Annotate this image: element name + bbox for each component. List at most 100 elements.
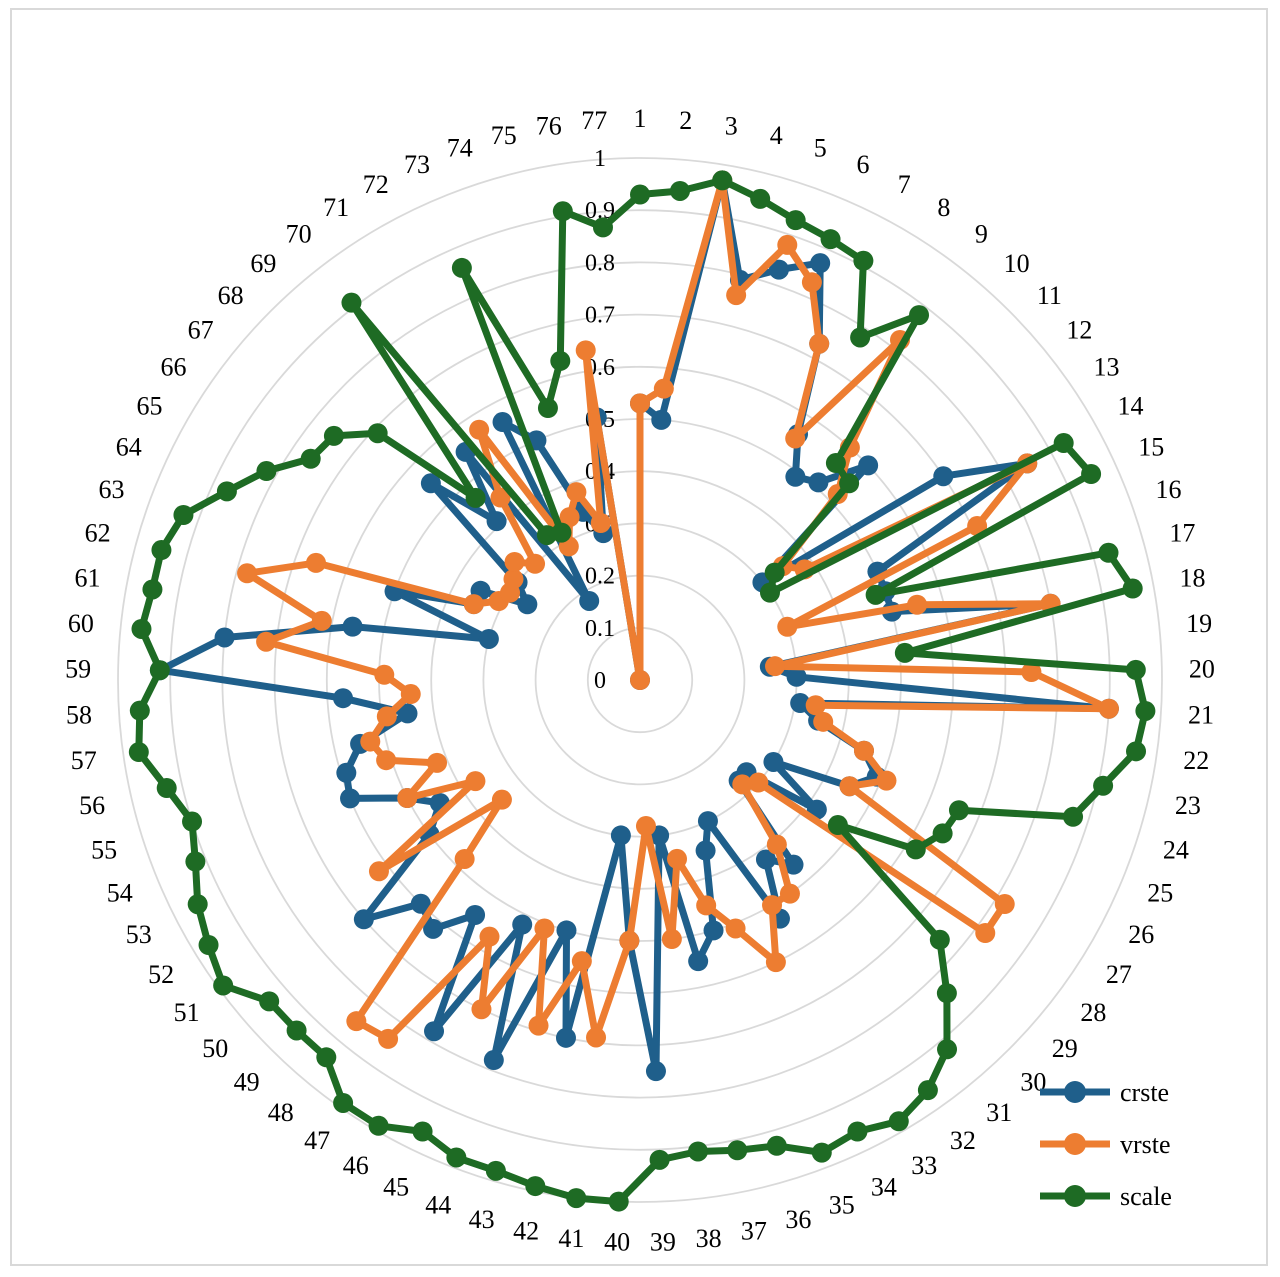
data-point-scale (131, 618, 152, 639)
data-point-crste (333, 688, 354, 709)
data-point-crste (651, 409, 672, 430)
data-point-vrste (994, 894, 1015, 915)
category-label: 9 (975, 220, 988, 249)
category-label: 58 (66, 700, 92, 729)
data-point-vrste (967, 516, 988, 537)
category-label: 38 (696, 1224, 722, 1253)
category-label: 14 (1117, 392, 1143, 421)
data-point-scale (850, 327, 871, 348)
data-point-vrste (805, 695, 826, 716)
data-point-vrste (630, 670, 650, 690)
data-point-vrste (809, 333, 830, 354)
category-label: 65 (137, 392, 163, 421)
data-point-scale (888, 1111, 909, 1132)
data-point-crste (478, 628, 499, 649)
data-point-scale (1125, 659, 1146, 680)
data-point-scale (537, 398, 558, 419)
data-point-crste (214, 627, 235, 648)
category-label: 77 (581, 106, 607, 135)
radial-tick-label: 0.2 (585, 564, 615, 590)
data-point-scale (766, 1135, 787, 1156)
data-point-vrste (374, 664, 395, 685)
series-layer (128, 170, 1156, 1212)
data-point-vrste (762, 895, 783, 916)
data-point-vrste (590, 513, 611, 534)
data-point-scale (905, 839, 926, 860)
data-point-crste (763, 751, 784, 772)
category-label: 3 (725, 111, 738, 140)
data-point-scale (785, 210, 806, 231)
data-point-vrste (237, 563, 258, 584)
data-point-vrste (696, 895, 717, 916)
data-point-scale (847, 1121, 868, 1142)
data-point-vrste (779, 883, 800, 904)
data-point-scale (917, 1080, 938, 1101)
data-point-crste (342, 616, 363, 637)
legend-label: scale (1120, 1182, 1172, 1211)
data-point-crste (933, 466, 954, 487)
legend: crste vrste scale (1040, 1078, 1172, 1211)
data-point-scale (750, 188, 771, 209)
data-point-vrste (256, 631, 277, 652)
category-label: 7 (898, 170, 911, 199)
category-label: 11 (1037, 281, 1062, 310)
category-label: 63 (98, 475, 124, 504)
data-point-vrste (785, 428, 806, 449)
grid-ring (273, 313, 1007, 1047)
category-label: 10 (1004, 249, 1030, 278)
category-label: 27 (1106, 960, 1132, 989)
data-point-vrste (777, 616, 798, 637)
category-label: 53 (126, 920, 152, 949)
category-label: 67 (188, 316, 214, 345)
category-label: 40 (604, 1228, 630, 1257)
data-point-scale (259, 991, 280, 1012)
data-point-crste (353, 909, 374, 930)
data-point-vrste (360, 731, 381, 752)
data-point-scale (368, 1115, 389, 1136)
data-point-crste (688, 951, 709, 972)
category-label: 19 (1186, 609, 1212, 638)
data-point-crste (645, 1061, 666, 1082)
data-point-scale (937, 1039, 958, 1060)
data-point-crste (810, 253, 831, 274)
data-point-scale (1053, 433, 1074, 454)
radial-tick-label: 0 (594, 668, 606, 694)
data-point-vrste (619, 930, 640, 951)
data-point-scale (451, 257, 472, 278)
data-point-vrste (813, 711, 834, 732)
data-point-crste (555, 1027, 576, 1048)
category-label: 75 (491, 121, 517, 150)
category-label: 47 (304, 1126, 330, 1155)
data-point-vrste (376, 706, 397, 727)
data-point-scale (712, 170, 733, 191)
category-label: 43 (469, 1205, 495, 1234)
data-point-scale (727, 1140, 748, 1161)
data-point-crste (579, 590, 600, 611)
data-point-vrste (732, 774, 753, 795)
data-point-vrste (777, 234, 798, 255)
data-point-vrste (534, 918, 555, 939)
category-label: 16 (1156, 475, 1182, 504)
data-point-scale (367, 423, 388, 444)
category-label: 32 (950, 1126, 976, 1155)
data-point-vrste (368, 861, 389, 882)
data-point-crste (697, 811, 718, 832)
data-point-vrste (635, 816, 656, 837)
data-point-scale (1126, 741, 1147, 762)
data-point-scale (465, 487, 486, 508)
data-point-vrste (378, 1028, 399, 1049)
data-point-vrste (907, 594, 928, 615)
category-label: 37 (741, 1216, 767, 1245)
category-label: 41 (558, 1224, 584, 1253)
category-label: 25 (1147, 878, 1173, 907)
data-point-scale (894, 642, 915, 663)
data-point-crste (768, 259, 789, 280)
data-point-vrste (479, 926, 500, 947)
data-point-vrste (748, 772, 769, 793)
category-label: 5 (814, 134, 827, 163)
data-point-scale (551, 522, 572, 543)
data-point-crste (755, 849, 776, 870)
data-point-scale (300, 448, 321, 469)
data-point-scale (909, 305, 930, 326)
data-point-scale (173, 504, 194, 525)
